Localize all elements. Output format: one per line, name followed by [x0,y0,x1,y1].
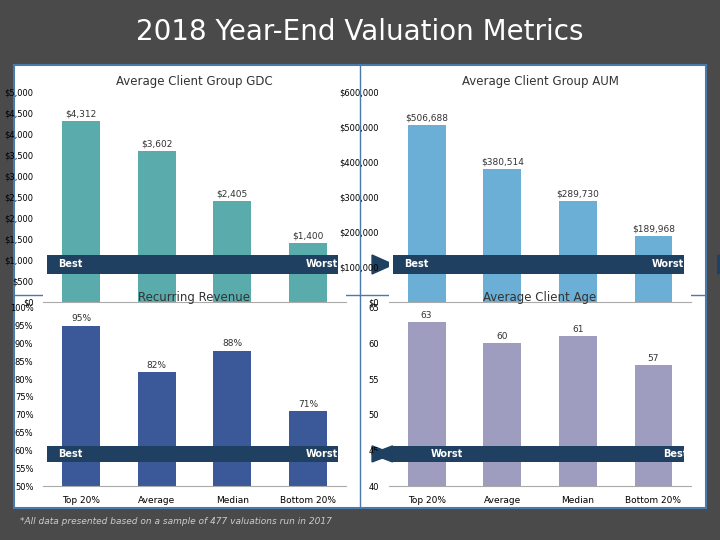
Text: 95%: 95% [71,314,91,323]
Text: Best: Best [58,449,83,459]
Bar [289,244,327,302]
Text: 61: 61 [572,325,583,334]
Text: Worst: Worst [306,449,338,459]
Bar [62,326,100,540]
Bar [289,411,327,540]
Title: Average Client Age: Average Client Age [483,291,597,304]
Text: $189,968: $189,968 [632,224,675,233]
Text: $289,730: $289,730 [557,189,599,198]
Bar [62,121,100,302]
Title: Average Client Group GDC: Average Client Group GDC [116,75,273,88]
Bar [408,322,446,540]
Bar [634,236,672,302]
Bar [47,255,338,274]
Text: $506,688: $506,688 [405,113,448,122]
Text: $3,602: $3,602 [141,139,172,148]
Text: *All data presented based on a sample of 477 valuations run in 2017: *All data presented based on a sample of… [20,517,332,525]
Bar [483,169,521,302]
Text: Worst: Worst [431,449,463,459]
Text: 63: 63 [421,311,432,320]
Text: 2018 Year-End Valuation Metrics: 2018 Year-End Valuation Metrics [136,18,584,46]
Text: 71%: 71% [298,400,318,409]
Polygon shape [372,255,393,274]
Polygon shape [718,255,720,274]
Bar [392,255,684,274]
Text: 57: 57 [648,354,659,363]
Title: Recurring Revenue: Recurring Revenue [138,291,251,304]
Bar [392,446,684,462]
Bar [138,372,176,540]
Title: Average Client Group AUM: Average Client Group AUM [462,75,618,88]
Polygon shape [372,446,393,462]
Text: 82%: 82% [147,361,166,370]
Text: Best: Best [58,260,83,269]
Bar [559,201,597,302]
Bar [634,365,672,540]
Text: $380,514: $380,514 [481,157,523,166]
Text: $4,312: $4,312 [66,109,96,118]
Text: Best: Best [663,449,688,459]
Bar [213,350,251,540]
Bar [559,336,597,540]
Bar [138,151,176,302]
Text: 60: 60 [497,332,508,341]
Bar [47,446,338,462]
Text: $1,400: $1,400 [292,232,323,241]
Text: Worst: Worst [306,260,338,269]
Bar [483,343,521,540]
Text: $2,405: $2,405 [217,190,248,199]
Text: 88%: 88% [222,340,242,348]
Bar [213,201,251,302]
Polygon shape [372,446,392,462]
Bar [408,125,446,302]
Text: Worst: Worst [652,260,683,269]
Text: Best: Best [404,260,428,269]
